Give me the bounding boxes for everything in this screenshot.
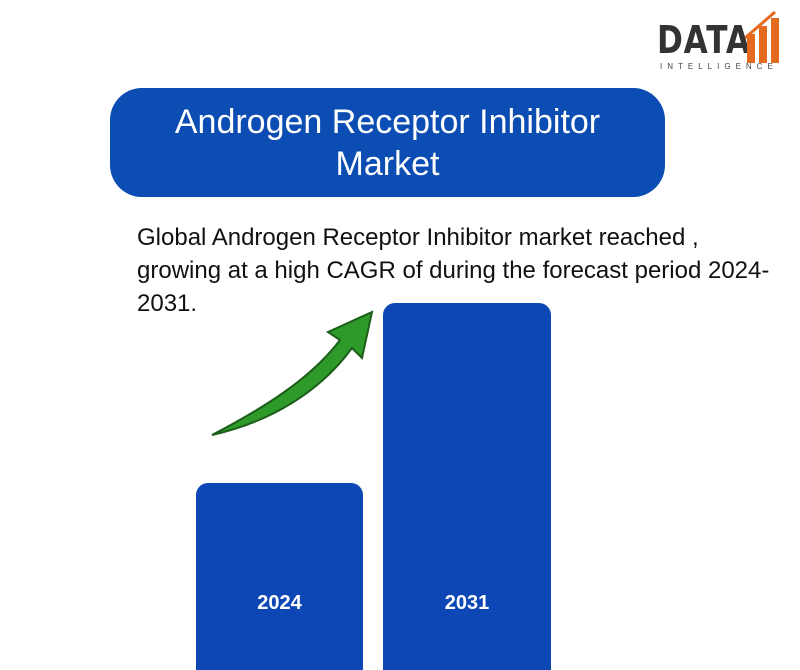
bar: 2031 [383,303,551,670]
title: Androgen Receptor Inhibitor Market [174,102,601,183]
logo-icon [745,10,779,63]
description: Global Androgen Receptor Inhibitor marke… [137,224,770,317]
logo-name: DATA [657,18,751,62]
growth-arrow [211,310,374,436]
title-banner: Androgen Receptor Inhibitor Market [110,88,665,197]
logo-tagline: INTELLIGENCE [660,62,778,71]
bar-label: 2031 [444,592,490,614]
bar-label: 2024 [257,592,302,614]
bar: 2024 [196,483,363,670]
